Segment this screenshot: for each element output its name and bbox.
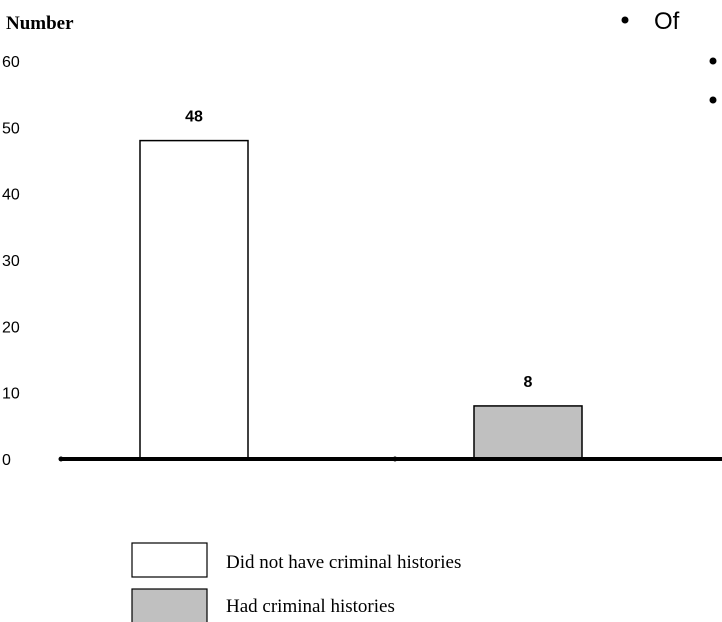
y-tick-label: 60 <box>2 54 20 71</box>
legend: Did not have criminal histories Had crimi… <box>131 542 461 622</box>
y-tick-label: 40 <box>2 187 20 204</box>
legend-swatch <box>131 588 208 622</box>
legend-label: Did not have criminal histories <box>226 552 461 573</box>
y-tick-label: 30 <box>2 253 20 270</box>
y-axis-ticks: 0 10 20 30 40 50 60 <box>2 54 20 469</box>
y-axis-title: Number <box>6 13 74 34</box>
bar <box>473 405 583 460</box>
data-labels: 48 8 <box>185 109 532 391</box>
bullet-dot-level2 <box>709 57 717 65</box>
legend-label: Had criminal histories <box>226 596 395 617</box>
y-tick-label: 50 <box>2 120 20 137</box>
bar <box>139 139 249 460</box>
bullet-dot-level1 <box>621 16 629 24</box>
bar-value-label: 48 <box>185 109 203 126</box>
bar-value-label: 8 <box>524 374 533 391</box>
y-tick-label: 0 <box>2 452 11 469</box>
axis-marker-left <box>58 456 64 462</box>
y-tick-label: 10 <box>2 386 20 403</box>
bullet-dot-level2 <box>709 96 717 104</box>
y-tick-label: 20 <box>2 319 20 336</box>
bars <box>139 139 583 460</box>
bullet-text-of: Of <box>654 8 680 35</box>
slide-bullets: Of <box>621 8 717 104</box>
legend-swatch <box>131 542 208 578</box>
axis-marker-mid <box>392 456 398 462</box>
